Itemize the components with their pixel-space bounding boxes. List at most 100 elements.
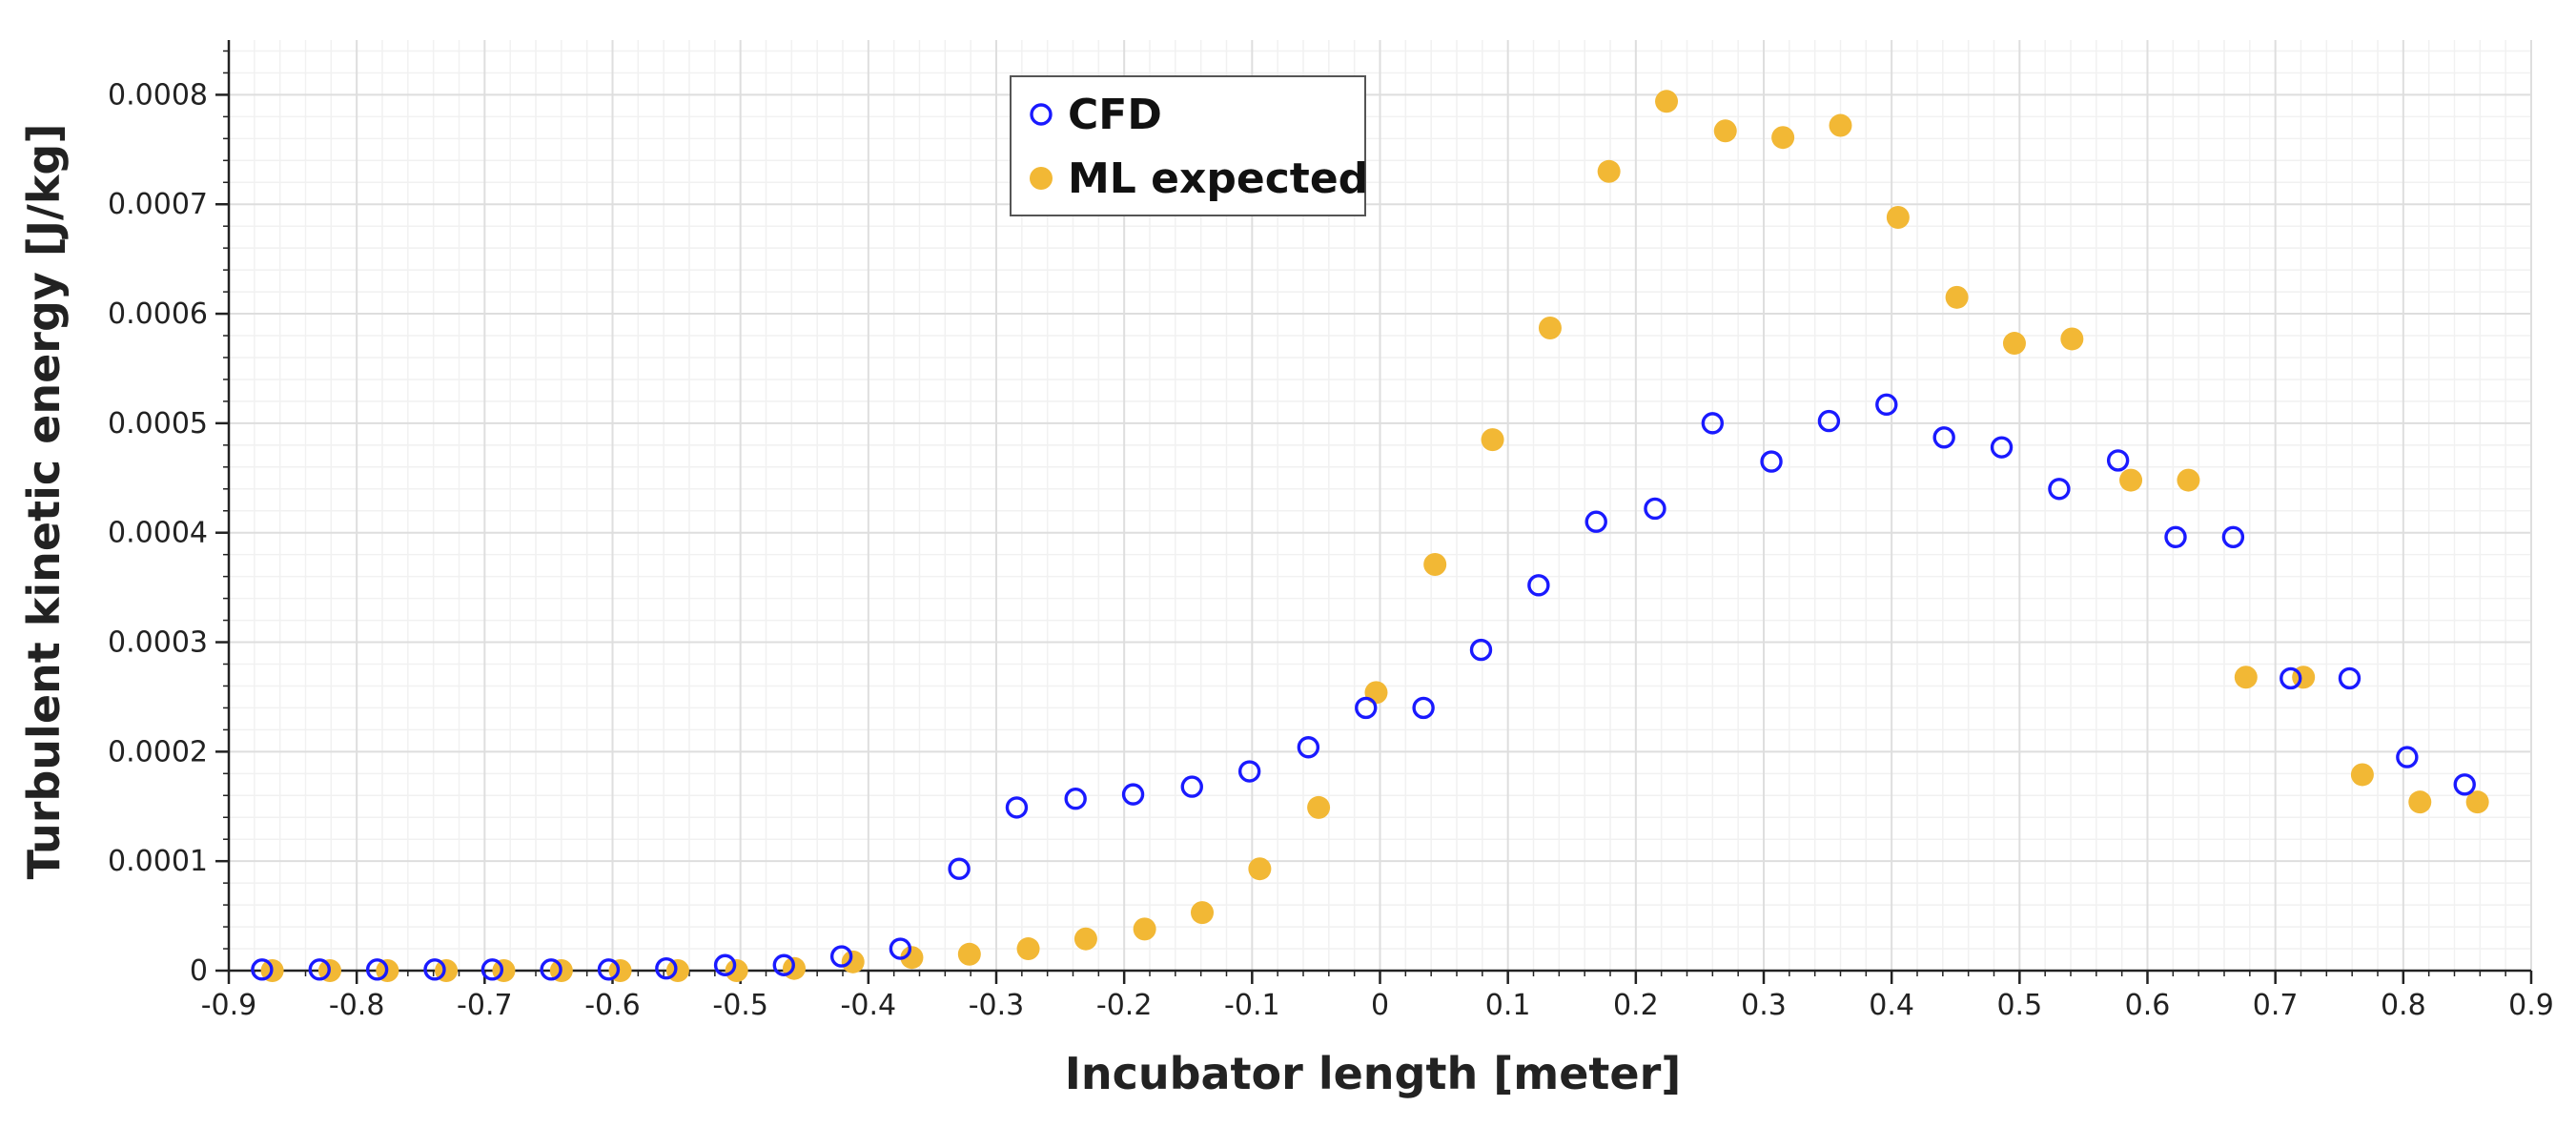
x-tick-label: 0.4 [1869,989,1914,1022]
y-axis-label: Turbulent kinetic energy [J/kg] [18,124,70,880]
y-axis-ticks: 0 0.0001 0.0002 0.0003 0.0004 0.0005 0.0006 0.0… [108,50,229,988]
legend-label-ml-expected: ML expected [1068,154,1368,203]
y-tick-label: 0.0008 [108,78,208,112]
y-tick-label: 0.0002 [108,735,208,768]
series-cfd [251,393,2476,981]
data-point-cfd [423,958,446,981]
x-tick-label: -0.2 [1096,989,1153,1022]
data-point-cfd [1469,638,1493,662]
x-tick-label: -0.9 [201,989,257,1022]
x-tick-label: 0.8 [2381,989,2426,1022]
y-tick-label: 0.0006 [108,297,208,331]
y-tick-label: 0.0003 [108,626,208,660]
data-point-ml-expected [841,950,865,973]
data-point-cfd [772,953,795,976]
data-point-cfd [365,958,389,981]
y-tick-label: 0.0005 [108,407,208,441]
data-point-cfd [1297,736,1320,759]
data-point-ml-expected [1538,316,1562,339]
data-point-ml-expected [2060,327,2084,351]
data-point-cfd [1584,510,1607,533]
x-tick-label: 0 [1371,989,1389,1022]
legend: CFD ML expected [1010,75,1368,216]
data-point-ml-expected [1016,937,1040,961]
data-point-cfd [1932,426,1955,449]
data-point-ml-expected [1133,917,1156,941]
x-tick-label: 0.2 [1613,989,1659,1022]
data-point-cfd [1355,696,1378,720]
data-point-ml-expected [957,942,981,966]
data-point-cfd [2048,478,2071,501]
data-point-ml-expected [1886,206,1910,230]
data-point-ml-expected [1597,159,1621,183]
major-grid [228,40,2532,972]
data-point-cfd [1644,497,1666,521]
x-tick-label: 0.9 [2508,989,2554,1022]
data-point-ml-expected [725,959,748,982]
y-tick-label: 0 [190,954,208,988]
data-point-cfd [1527,574,1550,597]
legend-marker-cfd [1030,103,1053,126]
x-axis-label: Incubator length [meter] [1065,1048,1682,1099]
data-point-ml-expected [1481,428,1504,452]
data-point-cfd [1121,783,1145,806]
data-point-ml-expected [1191,901,1215,925]
data-point-ml-expected [1364,681,1388,705]
data-point-ml-expected [2408,790,2432,814]
data-point-cfd [1005,796,1029,819]
x-tick-label: 0.5 [1996,989,2042,1022]
data-point-cfd [308,958,331,981]
data-point-ml-expected [900,946,924,970]
data-point-ml-expected [2002,332,2026,356]
x-tick-label: 0.1 [1485,989,1531,1022]
data-point-ml-expected [2350,763,2374,787]
y-tick-label: 0.0007 [108,188,208,221]
data-point-ml-expected [1945,285,1969,309]
data-point-cfd [1875,393,1898,417]
data-point-cfd [1760,450,1783,473]
data-point-cfd [1237,760,1261,783]
x-tick-label: -0.1 [1224,989,1280,1022]
y-tick-label: 0.0004 [108,517,208,550]
data-point-ml-expected [2465,790,2489,814]
series-ml-expected [260,90,2489,982]
legend-label-cfd: CFD [1068,91,1162,139]
data-point-ml-expected [2177,468,2200,492]
data-point-cfd [2221,525,2245,548]
data-point-cfd [480,958,504,981]
data-point-cfd [655,957,678,980]
data-point-cfd [1180,775,1203,798]
data-point-cfd [1817,409,1841,433]
legend-box [1010,75,1366,216]
data-point-ml-expected [1423,553,1447,577]
data-point-cfd [713,953,737,976]
data-point-cfd [948,857,971,880]
data-point-ml-expected [1713,119,1737,143]
data-point-cfd [889,937,912,960]
data-point-cfd [2453,773,2476,796]
data-point-cfd [829,945,853,968]
data-point-cfd [1990,436,2014,459]
x-tick-label: 0.3 [1741,989,1787,1022]
data-point-cfd [1701,412,1725,435]
data-point-ml-expected [1307,795,1331,819]
data-point-ml-expected [1771,126,1795,150]
data-point-cfd [597,958,621,981]
y-tick-label: 0.0001 [108,845,208,878]
data-point-ml-expected [2119,468,2143,492]
data-point-cfd [1064,788,1087,810]
data-point-ml-expected [1829,113,1852,137]
x-tick-label: 0.6 [2125,989,2171,1022]
data-point-cfd [2280,666,2302,690]
data-point-cfd [2164,525,2187,548]
x-tick-label: -0.7 [457,989,513,1022]
data-point-ml-expected [1248,857,1272,881]
x-tick-label: -0.5 [712,989,768,1022]
data-point-cfd [2396,746,2419,768]
x-tick-label: -0.3 [969,989,1025,1022]
data-point-cfd [1412,696,1435,720]
legend-marker-ml-expected [1030,167,1053,190]
x-tick-label: 0.7 [2253,989,2299,1022]
data-point-cfd [251,958,274,981]
